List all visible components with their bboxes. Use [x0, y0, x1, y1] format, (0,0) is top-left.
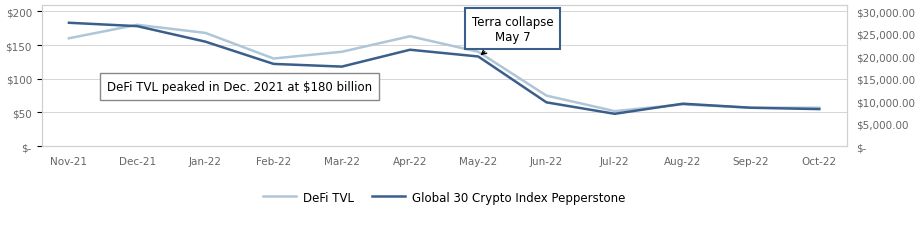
Global 30 Crypto Index Pepperstone [132, 25, 143, 28]
Global 30 Crypto Index Pepperstone [677, 103, 688, 106]
Global 30 Crypto Index Pepperstone [472, 56, 484, 59]
Global 30 Crypto Index Pepperstone [814, 108, 825, 111]
DeFi TVL [472, 51, 484, 54]
DeFi TVL [200, 32, 211, 35]
DeFi TVL [541, 95, 552, 98]
Text: DeFi TVL peaked in Dec. 2021 at $180 billion: DeFi TVL peaked in Dec. 2021 at $180 bil… [107, 81, 372, 94]
Line: DeFi TVL: DeFi TVL [69, 26, 820, 112]
Legend: DeFi TVL, Global 30 Crypto Index Pepperstone: DeFi TVL, Global 30 Crypto Index Peppers… [258, 186, 630, 208]
Global 30 Crypto Index Pepperstone [64, 22, 75, 25]
Line: Global 30 Crypto Index Pepperstone: Global 30 Crypto Index Pepperstone [69, 24, 820, 114]
DeFi TVL [814, 107, 825, 110]
Global 30 Crypto Index Pepperstone [609, 113, 620, 116]
Global 30 Crypto Index Pepperstone [200, 41, 211, 44]
DeFi TVL [404, 36, 415, 39]
DeFi TVL [677, 103, 688, 106]
Global 30 Crypto Index Pepperstone [404, 49, 415, 52]
Global 30 Crypto Index Pepperstone [268, 63, 279, 66]
Global 30 Crypto Index Pepperstone [541, 101, 552, 104]
Global 30 Crypto Index Pepperstone [336, 66, 347, 69]
DeFi TVL [609, 110, 620, 113]
DeFi TVL [132, 24, 143, 27]
DeFi TVL [746, 107, 757, 110]
Global 30 Crypto Index Pepperstone [746, 107, 757, 110]
DeFi TVL [268, 58, 279, 61]
Text: Terra collapse
May 7: Terra collapse May 7 [472, 16, 554, 55]
DeFi TVL [64, 38, 75, 41]
DeFi TVL [336, 51, 347, 54]
